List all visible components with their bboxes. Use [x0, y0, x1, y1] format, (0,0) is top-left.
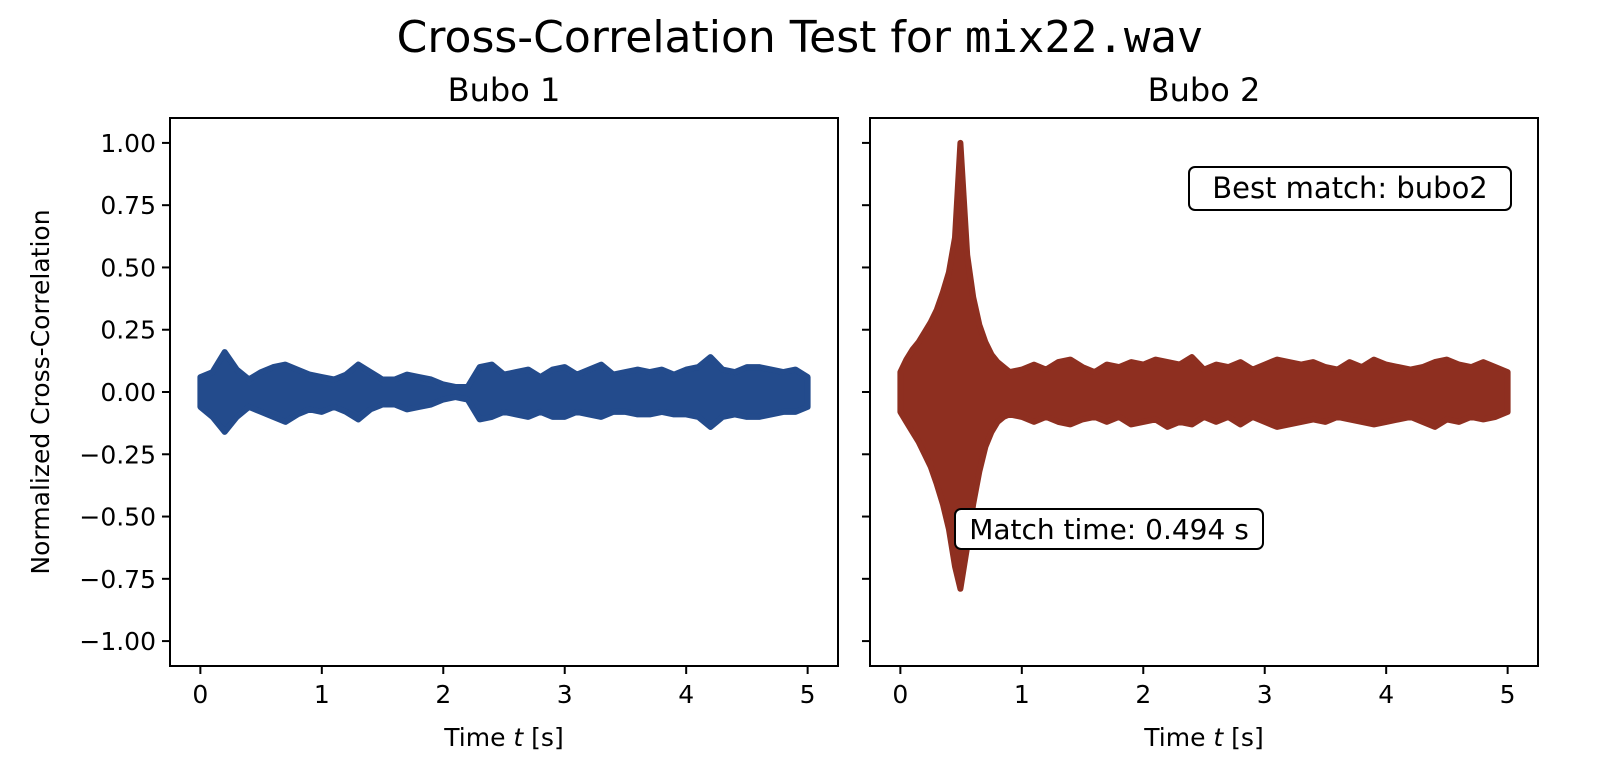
x-axis-label-suffix: [s]: [1223, 723, 1263, 752]
x-axis-label-var: t: [513, 723, 524, 752]
signal-series: [197, 349, 811, 435]
y-tick-label: 0.00: [100, 378, 156, 407]
ticks-bubo-2: 0 1 2 3 4 5: [862, 141, 1516, 709]
y-tick-label: −0.25: [79, 440, 156, 469]
x-axis-label-prefix: Time: [443, 723, 513, 752]
x-tick-label: 2: [1135, 680, 1151, 709]
match-time-box: [954, 508, 1264, 550]
x-tick-label: 4: [678, 680, 694, 709]
y-tick-label: −0.50: [79, 503, 156, 532]
x-axis-label-bubo-1: Time t [s]: [443, 723, 563, 752]
y-tick-label: 0.50: [100, 253, 156, 282]
x-axis-label-prefix: Time: [1143, 723, 1213, 752]
x-tick-label: 3: [557, 680, 573, 709]
y-tick-label: −1.00: [79, 627, 156, 656]
x-tick-label: 5: [1500, 680, 1516, 709]
best-match-box: [1188, 166, 1512, 211]
x-tick-label: 5: [800, 680, 816, 709]
x-axis-label-bubo-2: Time t [s]: [1143, 723, 1263, 752]
subplot-title-bubo-1: Bubo 1: [448, 71, 561, 109]
y-axis-label: Normalized Cross-Correlation: [26, 209, 55, 574]
match-time-annotation: Match time: 0.494 s: [954, 508, 1264, 550]
match-time-text: Match time: 0.494 s: [969, 513, 1249, 546]
x-tick-label: 4: [1378, 680, 1394, 709]
figure-title-prefix: Cross-Correlation Test for: [397, 12, 965, 63]
subplot-bubo-1: Bubo 1 0 1 2 3 4 5 1.00 0.75 0.50 0.25 0.00 −0.25 −0…: [26, 71, 839, 752]
x-tick-label: 0: [192, 680, 208, 709]
x-tick-label: 1: [1014, 680, 1030, 709]
x-tick-label: 0: [892, 680, 908, 709]
subplot-bubo-2: Bubo 2 0 1 2 3 4 5 Time t [s] Best match: bub…: [862, 71, 1539, 752]
y-tick-label: −0.75: [79, 565, 156, 594]
y-tick-label: 1.00: [100, 129, 156, 158]
x-tick-label: 3: [1257, 680, 1273, 709]
x-axis-label-suffix: [s]: [523, 723, 563, 752]
x-tick-label: 2: [435, 680, 451, 709]
figure-title-filename: mix22.wav: [965, 12, 1203, 63]
best-match-text: Best match: bubo2: [1212, 171, 1488, 205]
ticks-bubo-1: 0 1 2 3 4 5 1.00 0.75 0.50 0.25 0.00 −0.25 −0.50 −0.7…: [79, 129, 815, 709]
x-tick-label: 1: [314, 680, 330, 709]
y-tick-label: 0.75: [100, 191, 156, 220]
plot-area-bubo-1: [197, 349, 811, 435]
subplot-title-bubo-2: Bubo 2: [1148, 71, 1261, 109]
x-axis-label-var: t: [1213, 723, 1224, 752]
best-match-annotation: Best match: bubo2: [1188, 166, 1512, 211]
figure-title: Cross-Correlation Test for mix22.wav: [397, 12, 1204, 63]
y-tick-label: 0.25: [100, 316, 156, 345]
